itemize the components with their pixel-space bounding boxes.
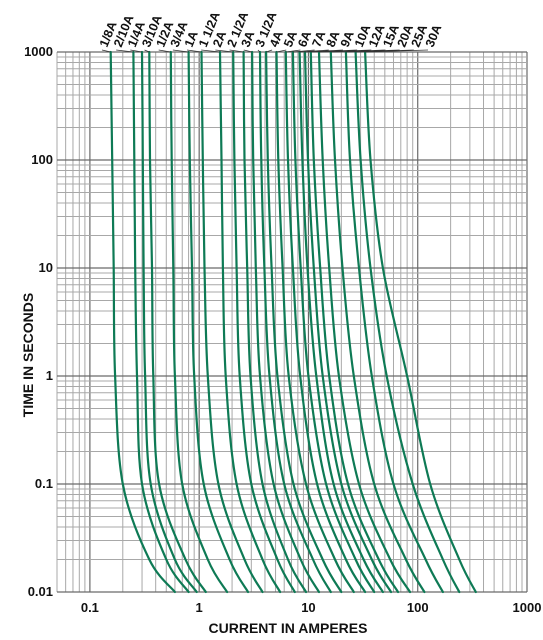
series-label-leader [229,49,244,53]
series-label-leader [299,49,329,53]
series-label-leader [276,49,287,53]
series-line [284,50,367,594]
series-label-leader [158,49,171,53]
x-axis-title: CURRENT IN AMPERES [209,620,368,636]
series-label-leader [285,49,301,53]
series-label-leader [243,49,253,53]
series-line [242,50,308,594]
series-line [344,50,444,594]
series-label-leader [130,49,143,53]
series-line [298,50,384,594]
y-tick-label: 100 [31,152,53,167]
y-tick-label: 0.1 [35,476,53,491]
series-label-leader [319,49,372,53]
series-label-leader [310,49,358,53]
series-label: 1A [182,29,201,49]
series-line [364,50,477,594]
series-label-leader [330,49,386,53]
x-tick-label: 1000 [513,600,542,615]
x-tick-label: 100 [407,600,429,615]
series-label-leader [345,49,400,53]
series-line [251,50,321,594]
series-label: 4A [267,29,286,49]
series-line [309,50,400,594]
series-line [187,50,250,594]
series-label-leader [172,49,189,53]
series-label: 2A [210,29,229,49]
series-line [258,50,332,594]
series-label-leader [266,49,273,53]
series-label: 9A [338,29,357,49]
y-tick-label: 10 [39,260,53,275]
series-label-leader [292,49,315,53]
series-label: 8A [324,29,343,49]
series-line [218,50,282,594]
series-line [169,50,229,594]
series-label-leader [365,49,429,53]
series-label: 7A [309,29,328,49]
y-axis-ticks: 0.01 0.1 1 10 100 1000 [24,44,53,599]
x-tick-label: 1 [196,600,203,615]
series-label: 5A [281,29,300,49]
series-label-leader [101,49,111,53]
series-label-leader [186,49,202,53]
series-line [329,50,426,594]
series-line [265,50,343,594]
series-line [109,50,176,594]
series-label-leader [215,49,234,53]
x-tick-label: 0.1 [81,600,99,615]
series-label-leader [116,49,134,53]
series-line [132,50,190,594]
series-label-leader [144,49,150,53]
series-line [232,50,296,594]
y-tick-label: 1 [46,368,53,383]
y-tick-label: 1000 [24,44,53,59]
x-tick-label: 10 [301,600,315,615]
series-label: 6A [295,29,314,49]
series-line [291,50,376,594]
series-label-leader [257,49,261,53]
chart-series [109,50,477,594]
series-label-leader [201,49,221,53]
y-tick-label: 0.01 [28,584,53,599]
series-line [200,50,264,594]
series-line [354,50,461,594]
series-line [303,50,393,594]
x-axis-ticks: 0.1 1 10 100 1000 [81,600,542,615]
series-line [148,50,207,594]
series-line [275,50,355,594]
y-axis-title: TIME IN SECONDS [20,293,36,417]
series-line [317,50,412,594]
series-line [140,50,198,594]
series-label: 3A [239,29,258,49]
chart-grid [56,51,528,593]
